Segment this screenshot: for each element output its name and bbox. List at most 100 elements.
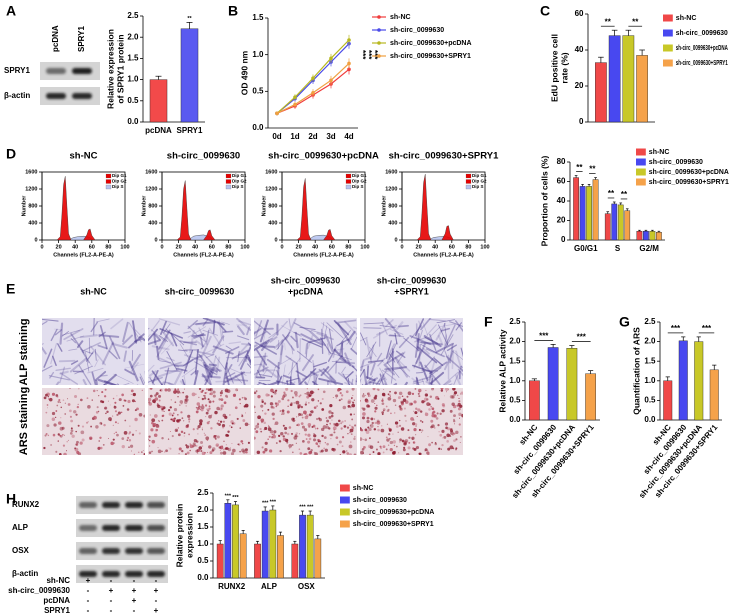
stain-fiber (415, 376, 420, 385)
stain-dot (431, 413, 435, 418)
stain-dot (347, 432, 349, 435)
stain-fiber (201, 373, 209, 382)
stain-dot (338, 388, 341, 389)
stain-fiber (364, 375, 374, 385)
stain-dot (64, 413, 67, 415)
stain-dot (52, 433, 56, 437)
stain-dot (255, 430, 259, 434)
stain-dot (331, 412, 334, 415)
stain-fiber (369, 362, 376, 376)
stain-fiber (333, 348, 347, 362)
stain-fiber (262, 324, 268, 347)
stain-dot (55, 410, 58, 412)
stain-dot (313, 391, 315, 393)
y-tick-label: 2.0 (197, 505, 209, 514)
stain-dot (453, 419, 456, 423)
stain-dot (431, 388, 435, 391)
stain-fiber (460, 347, 463, 358)
y-tick-label: 1.5 (509, 356, 521, 365)
stain-dot (222, 448, 225, 451)
stain-dot (411, 436, 415, 440)
stain-dot (362, 393, 365, 395)
stain-fiber (170, 332, 178, 347)
stain-dot (387, 393, 390, 395)
stain-fiber (385, 352, 404, 365)
legend-label: sh-NC (649, 149, 670, 156)
blot-band (72, 68, 92, 74)
stain-dot (307, 440, 311, 444)
stain-dot (280, 432, 284, 436)
stain-fiber (389, 334, 405, 338)
significance-label: *** (370, 50, 379, 60)
blot-row-label: ALP (12, 523, 29, 532)
stain-texture (148, 388, 251, 455)
stain-dot (352, 401, 355, 404)
stain-dot (231, 443, 233, 444)
y-tick-label: 1600 (145, 169, 157, 175)
error-bar (665, 376, 670, 381)
y-tick-label: 0.5 (509, 396, 521, 405)
stain-dot (68, 388, 72, 390)
stain-dot (347, 400, 351, 405)
x-tick-label: 80 (225, 244, 231, 250)
stain-dot (149, 394, 153, 398)
stain-fiber (449, 344, 454, 364)
stain-dot (241, 448, 245, 453)
stain-fiber (304, 343, 308, 355)
stain-dot (407, 429, 410, 432)
stain-fiber (246, 326, 251, 336)
stain-dot (407, 391, 412, 396)
stain-dot (394, 412, 396, 414)
stain-fiber (365, 376, 376, 382)
bar (636, 55, 648, 123)
stain-dot (236, 417, 239, 420)
stain-fiber (98, 334, 120, 338)
stain-dot (419, 419, 422, 422)
stain-fiber (97, 344, 108, 350)
stain-dot (397, 396, 401, 400)
stain-dot (198, 405, 201, 408)
stain-dot (289, 447, 291, 449)
stain-dot (310, 448, 313, 452)
stain-dot (314, 426, 316, 428)
stain-dot (398, 424, 402, 427)
y-tick-label: 400 (28, 220, 37, 226)
stain-fiber (209, 355, 217, 378)
stain-fiber (178, 349, 188, 352)
stain-dot (149, 445, 151, 447)
x-tick-label: 2d (308, 132, 317, 141)
stain-fiber (148, 376, 152, 379)
stain-dot (313, 451, 316, 454)
x-tick-label: G2/M (639, 244, 659, 253)
stain-dot (406, 395, 409, 398)
stain-fiber (150, 378, 154, 385)
legend-label: sh-circ_0099630+SPRY1 (649, 179, 729, 186)
stain-image (148, 388, 251, 455)
stain-dot (209, 388, 212, 391)
stain-dot (207, 451, 209, 453)
bar (254, 543, 261, 579)
stain-dot (116, 413, 119, 416)
stain-dot (157, 449, 162, 454)
stain-fiber (132, 320, 138, 344)
stain-fiber (148, 328, 158, 342)
stain-fiber (444, 334, 447, 351)
stain-bg (148, 318, 251, 385)
stain-dot (386, 423, 389, 425)
stain-dot (70, 427, 73, 430)
stain-fiber (446, 344, 457, 352)
legend-label: sh-circ_0099630+pcDNA (353, 509, 435, 516)
stain-dot (440, 388, 444, 390)
stain-dot (184, 398, 189, 402)
stain-dot (128, 446, 130, 449)
stain-dot (128, 438, 132, 442)
x-tick-label: 100 (240, 244, 249, 250)
stain-fiber (351, 336, 357, 350)
stain-dot (203, 432, 205, 434)
stain-dot (295, 416, 298, 418)
stain-dot (219, 407, 223, 411)
error-bar (625, 29, 632, 36)
condition-sign: - (110, 606, 113, 615)
stain-fiber (436, 319, 456, 324)
stain-dot (351, 388, 355, 391)
